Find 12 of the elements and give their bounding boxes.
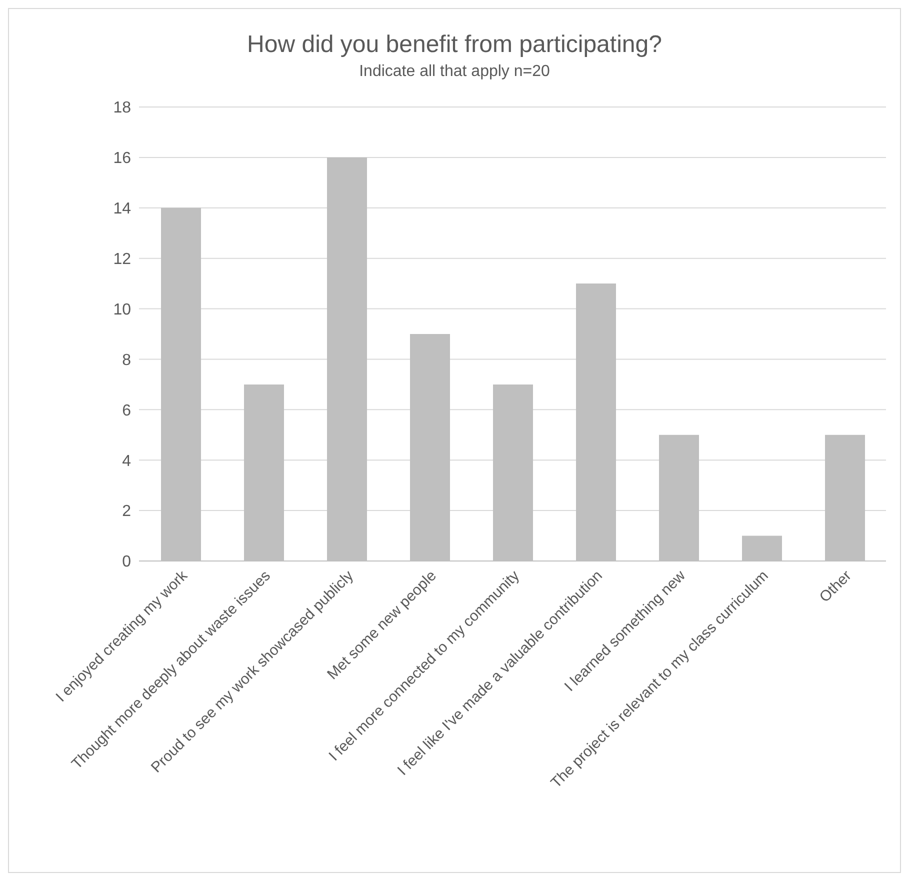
y-tick-label: 2 xyxy=(122,503,132,520)
y-tick-label: 4 xyxy=(122,452,132,470)
y-tick-label: 16 xyxy=(113,150,132,168)
chart-subtitle: Indicate all that apply n=20 xyxy=(358,63,551,81)
y-tick-label: 18 xyxy=(113,100,132,117)
y-tick-label: 12 xyxy=(113,251,132,268)
y-tick-label: 0 xyxy=(122,554,132,571)
y-tick-label: 8 xyxy=(122,352,132,369)
chart-title: How did you benefit from participating? xyxy=(246,31,663,59)
y-tick-label: 14 xyxy=(113,200,132,218)
y-tick-label: 6 xyxy=(122,402,132,420)
y-tick-label: 10 xyxy=(113,301,132,318)
